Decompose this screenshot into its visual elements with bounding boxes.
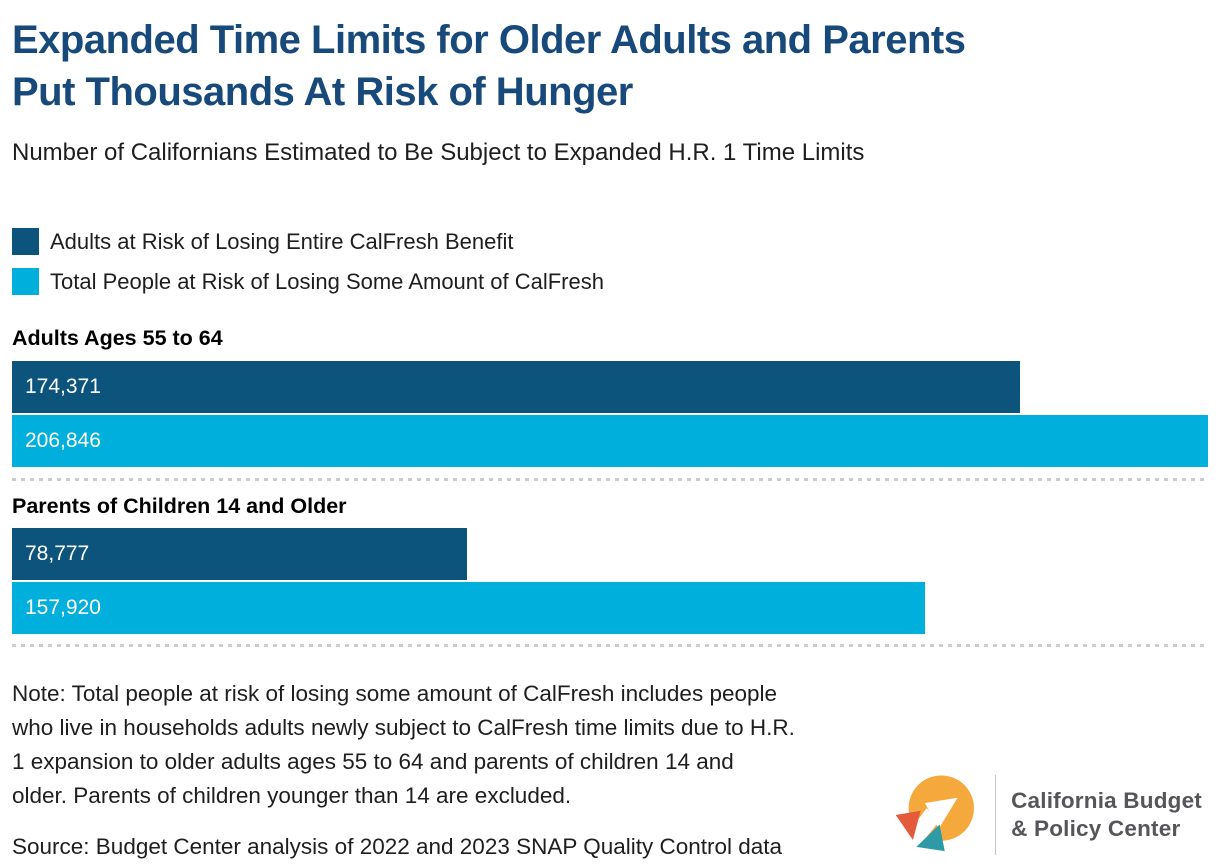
page-title: Expanded Time Limits for Older Adults an…: [12, 14, 1208, 118]
page-title-line-2: Put Thousands At Risk of Hunger: [12, 70, 633, 114]
source-text: Source: Budget Center analysis of 2022 a…: [12, 834, 783, 859]
bar-parents-some-amount: 157,920: [12, 582, 926, 634]
legend-swatch-light-icon: [12, 268, 39, 295]
bar-group-label: Adults Ages 55 to 64: [12, 326, 223, 350]
bar-value-label: 206,846: [25, 429, 101, 452]
bar-value-label: 78,777: [25, 542, 90, 565]
page-subtitle: Number of Californians Estimated to Be S…: [12, 139, 865, 166]
logo-arrow-head: [925, 797, 958, 829]
org-logo: California Budget & Policy Center: [892, 772, 1202, 858]
legend-item: Total People at Risk of Losing Some Amou…: [12, 268, 1208, 295]
logo-orange-triangle: [895, 810, 921, 840]
logo-divider: [995, 775, 997, 855]
bar-parents-entire-benefit: 78,777: [12, 528, 468, 580]
bar-group-label: Parents of Children 14 and Older: [12, 494, 347, 518]
legend-item-label: Adults at Risk of Losing Entire CalFresh…: [50, 229, 514, 254]
cbpc-logo-icon: [895, 775, 975, 858]
logo-teal-triangle: [916, 824, 945, 852]
note-line: 1 expansion to older adults ages 55 to 6…: [12, 749, 734, 774]
chart-legend: Adults at Risk of Losing Entire CalFresh…: [12, 228, 1208, 295]
note-line: Note: Total people at risk of losing som…: [12, 681, 778, 706]
bar-adults-some-amount: 206,846: [12, 415, 1208, 467]
group-divider: [12, 644, 1208, 647]
page-title-line-1: Expanded Time Limits for Older Adults an…: [12, 18, 966, 62]
note-line: older. Parents of children younger than …: [12, 783, 572, 808]
org-name-line-2: & Policy Center: [1011, 816, 1181, 841]
bar-value-label: 174,371: [25, 375, 101, 398]
legend-item: Adults at Risk of Losing Entire CalFresh…: [12, 228, 1208, 255]
org-name-line-1: California Budget: [1011, 788, 1202, 813]
legend-swatch-dark-icon: [12, 228, 39, 255]
logo-arrow-shaft: [898, 808, 939, 858]
note-text: Note: Total people at risk of losing som…: [12, 677, 1208, 813]
legend-item-label: Total People at Risk of Losing Some Amou…: [50, 269, 604, 294]
group-divider: [12, 478, 1208, 481]
org-name: California Budget & Policy Center: [1011, 787, 1202, 843]
bar-chart: Adults Ages 55 to 64 174,371 206,846 Par…: [12, 325, 1208, 647]
bar-value-label: 157,920: [25, 596, 101, 619]
bar-adults-entire-benefit: 174,371: [12, 361, 1021, 413]
note-line: who live in households adults newly subj…: [12, 715, 795, 740]
